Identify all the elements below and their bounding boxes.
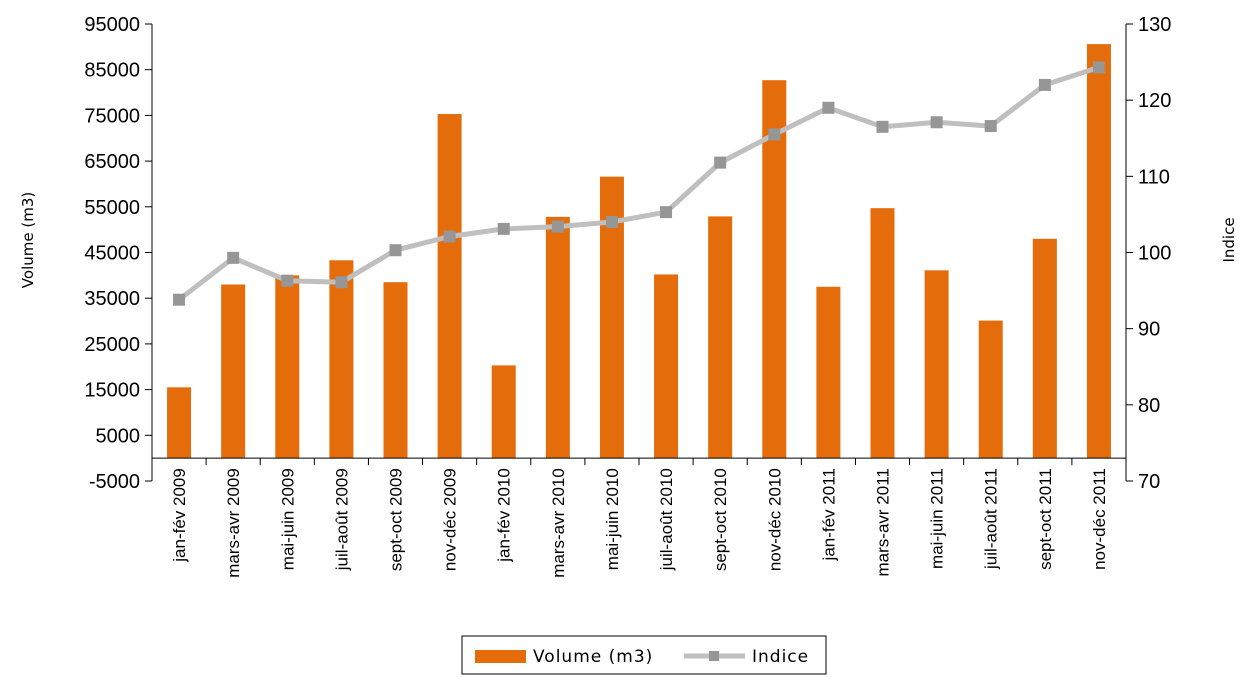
indice-point — [660, 206, 673, 219]
legend-marker-indice — [709, 651, 719, 661]
y-tick-label: 95000 — [84, 14, 140, 36]
indice-point — [173, 293, 186, 306]
bar-volume — [545, 216, 570, 459]
indice-point — [389, 244, 402, 257]
y2-tick-label: 110 — [1138, 166, 1170, 188]
bar-volume — [708, 216, 733, 459]
bar-volume — [491, 365, 516, 459]
x-tick-label: mai-juin 2011 — [928, 468, 947, 569]
bar-volume — [167, 387, 192, 459]
y-tick-label: -5000 — [89, 471, 140, 493]
y-tick-label: 45000 — [84, 243, 140, 265]
indice-point — [822, 101, 835, 114]
indice-point — [443, 230, 456, 243]
bar-volume — [275, 275, 300, 459]
x-tick-label: nov-déc 2009 — [441, 468, 460, 571]
legend-swatch-volume — [475, 650, 526, 663]
indice-point — [551, 220, 564, 233]
x-tick-label: jan-fév 2009 — [170, 468, 189, 563]
x-tick-label: juil-août 2010 — [657, 468, 676, 571]
y-tick-label: 85000 — [84, 60, 140, 82]
y2-tick-label: 80 — [1138, 395, 1160, 417]
indice-point — [1038, 78, 1051, 91]
volume-bars — [167, 44, 1111, 459]
indice-point — [714, 156, 727, 169]
x-tick-label: mars-avr 2009 — [224, 468, 243, 578]
legend-label-volume: Volume (m3) — [533, 647, 653, 667]
y2-axis-title: Indice — [1220, 217, 1238, 262]
bar-volume — [437, 114, 462, 459]
bar-volume — [1086, 44, 1111, 459]
x-tick-label: juil-août 2009 — [332, 468, 351, 571]
legend-label-indice: Indice — [752, 647, 809, 667]
bar-volume — [1032, 238, 1057, 459]
bar-volume — [816, 286, 841, 459]
indice-series-line — [177, 65, 1100, 302]
x-tick-label: mars-avr 2011 — [874, 468, 893, 576]
x-tick-label: mars-avr 2010 — [549, 468, 568, 578]
x-tick-label: nov-déc 2011 — [1090, 468, 1109, 570]
x-tick-label: sept-oct 2011 — [1036, 468, 1055, 570]
y2-tick-label: 120 — [1138, 90, 1171, 112]
bar-volume — [924, 270, 949, 459]
tick-labels: -5000 5000 15000 25000 35000 45000 55000 65000 7… — [84, 14, 1171, 578]
bar-volume — [654, 274, 679, 459]
y-tick-label: 25000 — [84, 334, 140, 356]
y2-tick-label: 130 — [1138, 14, 1171, 36]
indice-point — [335, 276, 348, 289]
indice-point — [497, 222, 510, 235]
indice-point — [227, 251, 240, 264]
indice-point — [876, 120, 889, 133]
bar-volume — [221, 284, 246, 459]
y-axis-title: Volume (m3) — [19, 192, 37, 288]
y-tick-label: 55000 — [84, 197, 140, 219]
y-tick-label: 35000 — [84, 288, 140, 310]
bar-volume — [978, 320, 1003, 459]
axes — [145, 23, 1133, 482]
y2-tick-label: 70 — [1138, 471, 1160, 493]
indice-point — [281, 274, 294, 287]
x-tick-label: nov-déc 2010 — [765, 468, 784, 571]
indice-point — [768, 128, 781, 141]
x-tick-label: sept-oct 2010 — [711, 468, 730, 571]
x-tick-label: juil-août 2011 — [982, 468, 1001, 570]
bar-volume — [383, 282, 408, 459]
indice-line — [173, 61, 1105, 306]
y-tick-label: 65000 — [84, 151, 140, 173]
bar-volume — [762, 80, 787, 459]
y-tick-label: 15000 — [84, 380, 140, 402]
x-tick-label: mai-juin 2009 — [278, 468, 297, 570]
x-tick-label: sept-oct 2009 — [387, 468, 406, 571]
indice-point — [605, 216, 618, 229]
x-tick-label: mai-juin 2010 — [603, 468, 622, 570]
indice-point — [930, 116, 943, 129]
legend: Volume (m3) Indice — [461, 635, 827, 675]
y-tick-label: 5000 — [96, 425, 141, 447]
bar-volume — [870, 208, 895, 459]
x-tick-label: jan-fév 2011 — [819, 468, 838, 561]
y2-tick-label: 90 — [1138, 319, 1160, 341]
y2-tick-label: 100 — [1138, 243, 1171, 265]
bar-volume — [329, 260, 354, 459]
x-tick-label: jan-fév 2010 — [495, 468, 514, 563]
y-tick-label: 75000 — [84, 105, 140, 127]
indice-point — [1092, 61, 1105, 74]
indice-point — [984, 120, 997, 133]
